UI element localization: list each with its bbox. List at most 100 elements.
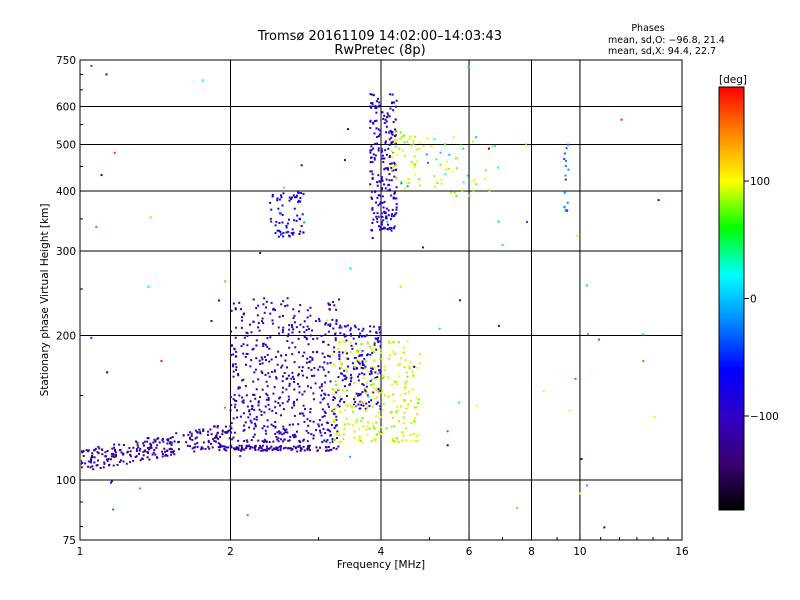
data-point — [229, 425, 232, 428]
data-point — [273, 447, 276, 450]
data-point — [217, 446, 220, 449]
data-point — [305, 336, 308, 339]
data-point — [376, 220, 379, 223]
data-point — [293, 400, 296, 403]
data-point — [376, 401, 379, 404]
data-point — [139, 487, 142, 490]
data-point — [305, 429, 308, 432]
data-point — [375, 348, 378, 351]
data-point — [246, 332, 249, 335]
data-point — [385, 116, 388, 119]
data-point — [224, 406, 227, 409]
data-point — [284, 305, 287, 308]
data-point — [334, 424, 337, 427]
data-point — [334, 380, 337, 383]
data-point — [271, 448, 274, 451]
data-point — [103, 462, 106, 465]
data-point — [309, 386, 312, 389]
data-point — [386, 220, 389, 223]
data-point — [255, 344, 258, 347]
data-point — [393, 214, 396, 217]
data-point — [356, 349, 359, 352]
data-point — [91, 455, 94, 458]
data-point — [275, 376, 278, 379]
data-point — [375, 389, 378, 392]
data-point — [438, 327, 441, 330]
data-point — [370, 170, 373, 173]
data-point — [255, 418, 258, 421]
data-point — [404, 427, 407, 430]
data-point — [266, 419, 269, 422]
data-point — [329, 430, 332, 433]
data-point — [215, 436, 218, 439]
data-point — [298, 330, 301, 333]
data-point — [272, 440, 275, 443]
data-point — [271, 319, 274, 322]
data-point — [353, 398, 356, 401]
data-point — [281, 402, 284, 405]
data-point — [393, 175, 396, 178]
data-point — [299, 230, 302, 233]
data-point — [347, 365, 350, 368]
data-point — [408, 365, 411, 368]
data-point — [323, 410, 326, 413]
data-point — [363, 388, 366, 391]
data-point — [292, 194, 295, 197]
data-point — [281, 433, 284, 436]
data-point — [324, 322, 327, 325]
data-point — [257, 439, 260, 442]
data-point — [395, 206, 398, 209]
data-point — [265, 380, 268, 383]
data-point — [419, 184, 422, 187]
data-point — [312, 420, 315, 423]
data-point — [349, 333, 352, 336]
data-point — [377, 194, 380, 197]
data-point — [436, 181, 439, 184]
data-point — [288, 199, 291, 202]
data-point — [358, 335, 361, 338]
data-point — [371, 173, 374, 176]
data-point — [268, 408, 271, 411]
data-point — [249, 446, 252, 449]
data-point — [230, 330, 233, 333]
data-point — [337, 375, 340, 378]
data-point — [370, 106, 373, 109]
data-point — [381, 215, 384, 218]
data-point — [166, 454, 169, 457]
data-point — [120, 451, 123, 454]
data-point — [374, 190, 377, 193]
data-point — [274, 400, 277, 403]
data-point — [149, 445, 152, 448]
data-point — [379, 129, 382, 132]
data-point — [398, 138, 401, 141]
data-point — [393, 165, 396, 168]
data-point — [146, 456, 149, 459]
data-point — [335, 405, 338, 408]
data-point — [371, 176, 374, 179]
data-point — [97, 445, 100, 448]
data-point — [284, 359, 287, 362]
data-point — [331, 353, 334, 356]
data-point — [94, 447, 97, 450]
data-point — [261, 388, 264, 391]
data-point — [359, 364, 362, 367]
data-point — [412, 139, 415, 142]
data-point — [390, 194, 393, 197]
data-point — [267, 403, 270, 406]
colorbar-tick-label: −100 — [750, 411, 779, 423]
data-point — [291, 434, 294, 437]
data-point — [281, 380, 284, 383]
data-point — [81, 462, 82, 465]
data-point — [404, 392, 407, 395]
data-point — [253, 393, 256, 396]
data-point — [349, 329, 352, 332]
data-point — [335, 391, 338, 394]
data-point — [118, 443, 121, 446]
data-point — [381, 431, 384, 434]
data-point — [246, 440, 249, 443]
data-point — [135, 449, 138, 452]
data-point — [377, 215, 380, 218]
data-point — [365, 334, 368, 337]
data-point — [263, 356, 266, 359]
data-point — [294, 447, 297, 450]
